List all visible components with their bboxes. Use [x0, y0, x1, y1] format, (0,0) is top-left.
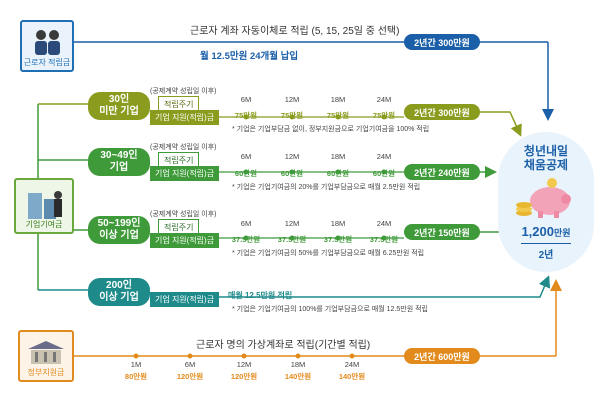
gov-m1: 1M: [130, 360, 142, 369]
row2-m2: 12M: [284, 152, 300, 161]
row2-m3: 18M: [330, 152, 346, 161]
row3-support: 기업 지원(적립)금: [150, 233, 220, 248]
gov-m4: 18M: [290, 360, 306, 369]
gov-m3: 12M: [236, 360, 252, 369]
row1-v2: 75만원: [280, 111, 304, 120]
goal-panel: 청년내일 채움공제 1,200만원 2년: [498, 132, 594, 272]
row3-m3: 18M: [330, 219, 346, 228]
gov-m5: 24M: [344, 360, 360, 369]
gov-m2: 6M: [184, 360, 196, 369]
goal-amount-line: 1,200만원: [521, 223, 570, 241]
row3-total: 2년간 150만원: [404, 224, 480, 240]
row2-note: * 기업은 기업기여금의 20%를 기업부담금으로 매월 2.5만원 적립: [232, 184, 421, 191]
gov-v2: 120만원: [176, 372, 204, 381]
row200-support: 기업 지원(적립)금: [150, 292, 220, 307]
row1-note: * 기업은 기업부담금 없이, 정부지원금으로 기업기여금을 100% 적립: [232, 126, 430, 133]
row1-m1: 6M: [240, 95, 252, 104]
row1-v4: 75만원: [372, 111, 396, 120]
building-icon: [28, 191, 62, 219]
goal-divider: [521, 242, 571, 244]
row3-m2: 12M: [284, 219, 300, 228]
goal-period: 2년: [538, 249, 554, 261]
row2-condition: (공제계약 성립일 이후): [150, 144, 217, 151]
row2-v4: 60만원: [372, 169, 396, 178]
row3-m1: 6M: [240, 219, 252, 228]
gov-title: 근로자 명의 가상계좌로 적립(기간별 적립): [196, 340, 371, 351]
row3-v3: 37.5만원: [323, 235, 353, 244]
row2-m4: 24M: [376, 152, 392, 161]
row1-condition: (공제계약 성립일 이후): [150, 88, 217, 95]
row2-total: 2년간 240만원: [404, 164, 480, 180]
row1-v1: 75만원: [234, 111, 258, 120]
row2-m1: 6M: [240, 152, 252, 161]
government-box: 정부지원금: [18, 330, 74, 382]
row1-m4: 24M: [376, 95, 392, 104]
worker-title: 근로자 계좌 자동이체로 적립 (5, 15, 25일 중 선택): [190, 26, 400, 37]
goal-title: 청년내일 채움공제: [523, 144, 569, 173]
worker-total: 2년간 300만원: [404, 34, 480, 50]
row1-m3: 18M: [330, 95, 346, 104]
gov-total: 2년간 600만원: [404, 348, 480, 364]
company-box: 기업기여금: [14, 178, 74, 234]
gov-v1: 80만원: [124, 372, 148, 381]
row2-v3: 60만원: [326, 169, 350, 178]
row3-m4: 24M: [376, 219, 392, 228]
government-label: 정부지원금: [27, 368, 65, 377]
row200-note: * 기업은 기업기여금의 100%를 기업부담금으로 매월 12.5만원 적립: [232, 306, 428, 313]
row3-v4: 37.5만원: [369, 235, 399, 244]
row3-note: * 기업은 기업기여금의 50%를 기업부담금으로 매월 6.25만원 적립: [232, 250, 425, 257]
gov-v4: 140만원: [284, 372, 312, 381]
group-under30: 30인 미만 기업: [88, 92, 150, 120]
workers-icon: [35, 30, 60, 55]
row1-v3: 75만원: [326, 111, 350, 120]
row3-condition: (공제계약 성립일 이후): [150, 211, 217, 218]
goal-unit: 만원: [553, 227, 571, 238]
gov-v5: 140만원: [338, 372, 366, 381]
group-30-49: 30~49인 기업: [88, 148, 150, 176]
row2-support: 기업 지원(적립)금: [150, 166, 220, 181]
row1-support: 기업 지원(적립)금: [150, 110, 220, 125]
row2-v1: 60만원: [234, 169, 258, 178]
worker-subtitle: 월 12.5만원 24개월 납입: [200, 51, 299, 62]
gov-v3: 120만원: [230, 372, 258, 381]
row200-monthly: 매월 12.5만원 적립: [228, 291, 293, 300]
group-50-199: 50~199인 이상 기업: [88, 216, 150, 244]
worker-box: 근로자 적립금: [20, 20, 74, 72]
group-200plus: 200인 이상 기업: [88, 278, 150, 306]
goal-amount: 1,200: [521, 223, 554, 239]
piggy-bank-icon: [516, 177, 571, 218]
row3-v1: 37.5만원: [231, 235, 261, 244]
row1-m2: 12M: [284, 95, 300, 104]
company-label: 기업기여금: [25, 220, 63, 229]
row1-total: 2년간 300만원: [404, 104, 480, 120]
row3-v2: 37.5만원: [277, 235, 307, 244]
government-building-icon: [28, 341, 64, 364]
worker-label: 근로자 적립금: [23, 58, 71, 67]
row2-v2: 60만원: [280, 169, 304, 178]
